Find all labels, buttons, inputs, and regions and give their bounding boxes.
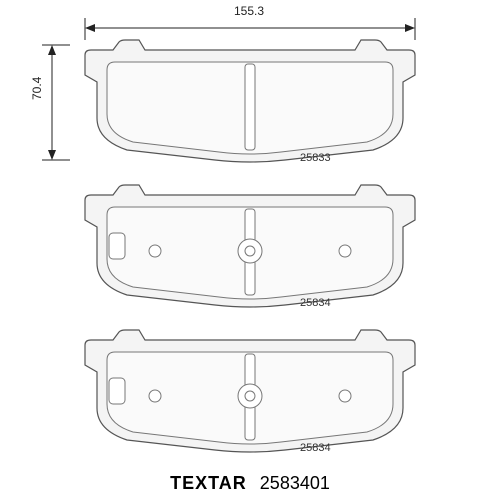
pad3-label: 25834 (300, 442, 331, 454)
footer-link-area[interactable] (175, 460, 325, 496)
pad2-label: 25834 (300, 297, 331, 309)
brake-pad-1 (85, 40, 415, 162)
dim-height (42, 45, 70, 160)
brake-pad-3 (85, 330, 415, 452)
schematic-svg (0, 0, 500, 500)
dim-width-label: 155.3 (234, 4, 264, 18)
pad1-label: 25833 (300, 152, 331, 164)
brake-pad-2 (85, 185, 415, 307)
dim-height-label: 70.4 (30, 77, 44, 100)
diagram-stage: 155.3 70.4 25833 25834 25834 (0, 0, 500, 500)
dim-width (85, 18, 415, 40)
